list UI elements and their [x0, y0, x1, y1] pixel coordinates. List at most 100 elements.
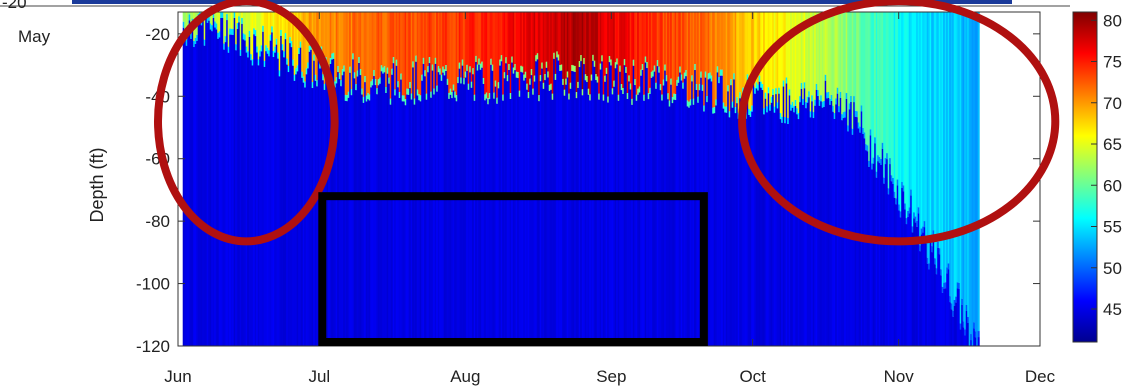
- heatmap-column-thermocline: [785, 77, 788, 84]
- heatmap-column-thermocline: [467, 83, 470, 90]
- heatmap-column-warm: [934, 12, 937, 259]
- heatmap-column-warm: [460, 12, 463, 78]
- heatmap-column-thermocline: [887, 188, 890, 195]
- heatmap-column-warm: [890, 12, 893, 176]
- heatmap-column-thermocline: [241, 17, 244, 24]
- heatmap-column-thermocline: [235, 44, 238, 51]
- heatmap-column-thermocline: [862, 127, 865, 134]
- heatmap-column-deep: [736, 103, 739, 346]
- heatmap-column-thermocline: [545, 61, 548, 68]
- heatmap-column-thermocline: [860, 105, 863, 112]
- heatmap-column-warm: [694, 12, 697, 65]
- heatmap-column-thermocline: [427, 66, 430, 73]
- heatmap-column-thermocline: [514, 64, 517, 71]
- heatmap-column-thermocline: [649, 87, 652, 94]
- heatmap-column-deep: [463, 84, 466, 346]
- heatmap-column-warm: [338, 12, 341, 74]
- heatmap-column-thermocline: [797, 113, 800, 120]
- heatmap-column-deep: [760, 87, 763, 346]
- heatmap-column-deep: [640, 75, 643, 346]
- heatmap-column-thermocline: [475, 55, 478, 62]
- heatmap-column-thermocline: [368, 94, 371, 101]
- heatmap-column-deep: [674, 100, 677, 346]
- heatmap-column-warm: [604, 12, 607, 76]
- heatmap-column-thermocline: [952, 310, 955, 317]
- heatmap-column-warm: [682, 12, 685, 83]
- heatmap-column-deep: [394, 95, 397, 346]
- heatmap-column-warm: [707, 12, 710, 74]
- heatmap-column-warm: [439, 12, 442, 69]
- heatmap-column-deep: [347, 97, 350, 346]
- heatmap-column-warm: [544, 12, 547, 75]
- heatmap-column-deep: [931, 252, 934, 346]
- heatmap-column-thermocline: [712, 107, 715, 114]
- heatmap-column-warm: [740, 12, 743, 105]
- heatmap-column-thermocline: [827, 91, 830, 98]
- heatmap-column-thermocline: [766, 106, 769, 113]
- heatmap-column-warm: [640, 12, 643, 70]
- heatmap-column-deep: [677, 82, 680, 346]
- heatmap-column-deep: [544, 80, 547, 346]
- heatmap-column-thermocline: [859, 126, 862, 133]
- heatmap-column-thermocline: [977, 331, 980, 338]
- heatmap-column-warm: [925, 12, 928, 238]
- heatmap-column-deep: [490, 64, 493, 346]
- heatmap-column-thermocline: [590, 74, 593, 81]
- heatmap-column-warm: [638, 12, 641, 87]
- heatmap-column-warm: [802, 12, 805, 99]
- heatmap-column-deep: [547, 77, 550, 346]
- heatmap-column-warm: [916, 12, 919, 221]
- heatmap-column-deep: [449, 94, 452, 346]
- heatmap-column-deep: [955, 302, 958, 346]
- heatmap-column-deep: [206, 22, 209, 346]
- heatmap-column-deep: [182, 27, 185, 346]
- heatmap-column-thermocline: [244, 34, 247, 41]
- heatmap-column-deep: [257, 65, 260, 346]
- heatmap-column-warm: [367, 12, 370, 94]
- heatmap-column-deep: [374, 85, 377, 346]
- heatmap-column-deep: [646, 68, 649, 346]
- heatmap-column-warm: [496, 12, 499, 98]
- heatmap-column-deep: [508, 70, 511, 346]
- heatmap-column-warm: [370, 12, 373, 82]
- heatmap-column-deep: [536, 59, 539, 346]
- heatmap-column-warm: [421, 12, 424, 75]
- heatmap-column-deep: [460, 83, 463, 346]
- heatmap-column-deep: [406, 94, 409, 346]
- heatmap-column-thermocline: [413, 98, 416, 105]
- heatmap-column-deep: [872, 163, 875, 346]
- heatmap-column-thermocline: [655, 82, 658, 89]
- heatmap-column-thermocline: [635, 94, 638, 101]
- partial-x-tick-label: May: [18, 27, 51, 46]
- heatmap-column-thermocline: [343, 65, 346, 72]
- heatmap-column-thermocline: [829, 98, 832, 105]
- heatmap-column-deep: [479, 69, 482, 346]
- heatmap-column-thermocline: [508, 64, 511, 71]
- heatmap-column-deep: [425, 99, 428, 346]
- heatmap-column-thermocline: [970, 334, 973, 341]
- heatmap-column-warm: [806, 12, 809, 97]
- heatmap-column-thermocline: [943, 282, 946, 289]
- heatmap-column-thermocline: [332, 52, 335, 59]
- heatmap-column-thermocline: [586, 76, 589, 83]
- heatmap-column-warm: [857, 12, 860, 123]
- heatmap-column-thermocline: [958, 282, 961, 289]
- heatmap-column-thermocline: [707, 73, 710, 80]
- heatmap-column-warm: [337, 12, 340, 67]
- heatmap-column-thermocline: [865, 144, 868, 151]
- heatmap-column-deep: [296, 71, 299, 346]
- heatmap-column-warm: [247, 12, 250, 52]
- heatmap-column-warm: [883, 12, 886, 178]
- heatmap-column-deep: [481, 67, 484, 346]
- heatmap-column-deep: [716, 72, 719, 346]
- heatmap-column-deep: [874, 143, 877, 346]
- heatmap-column-deep: [326, 69, 329, 346]
- heatmap-column-warm: [557, 12, 560, 55]
- heatmap-column-deep: [568, 99, 571, 346]
- heatmap-column-warm: [898, 12, 901, 205]
- heatmap-column-warm: [920, 12, 923, 229]
- heatmap-column-deep: [443, 75, 446, 346]
- heatmap-column-deep: [365, 101, 368, 346]
- heatmap-column-thermocline: [583, 58, 586, 65]
- heatmap-column-warm: [317, 12, 320, 54]
